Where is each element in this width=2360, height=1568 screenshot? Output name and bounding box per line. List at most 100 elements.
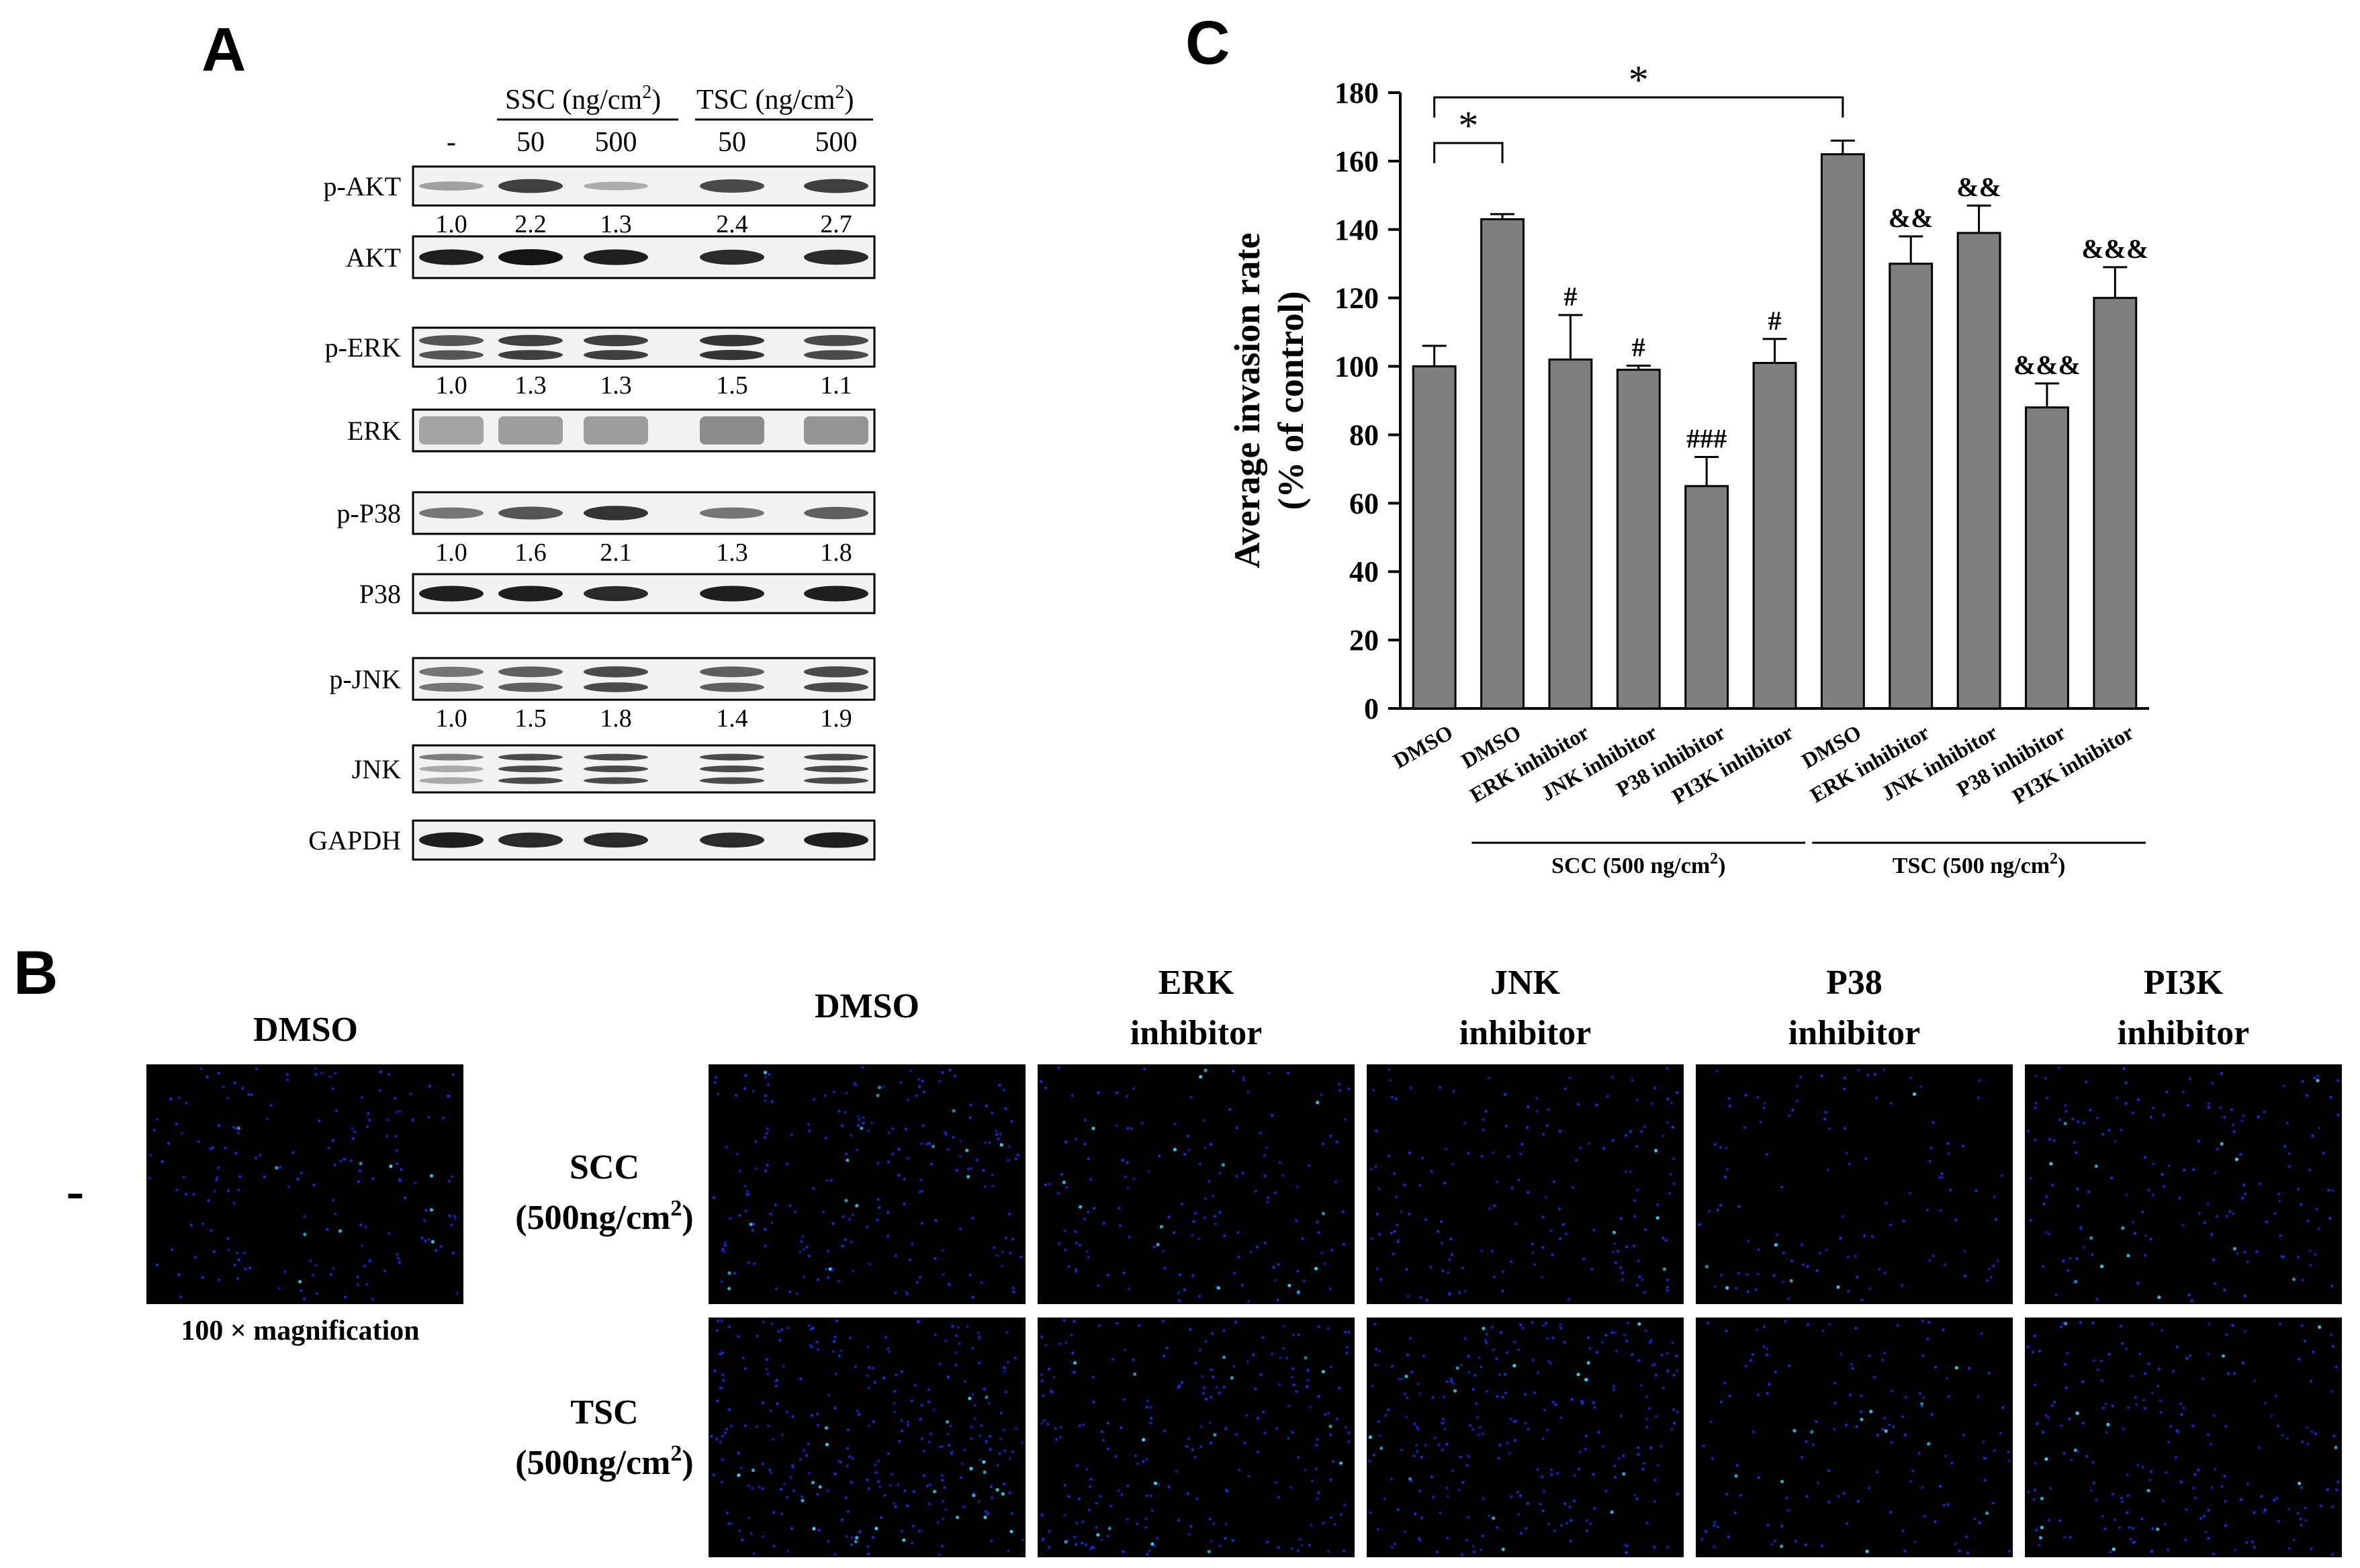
nucleus: [1994, 1217, 1997, 1221]
nucleus: [1064, 1341, 1068, 1344]
nucleus: [940, 1445, 944, 1448]
nucleus: [765, 1367, 768, 1371]
nucleus: [995, 1254, 999, 1258]
nucleus: [1149, 1422, 1152, 1425]
nucleus: [2296, 1512, 2300, 1515]
nucleus: [1713, 1545, 1716, 1549]
nucleus: [1142, 1460, 1145, 1463]
nucleus: [906, 1098, 910, 1101]
nucleus: [453, 1217, 457, 1221]
nucleus: [809, 1343, 812, 1347]
nucleus: [1864, 1157, 1868, 1160]
nucleus: [1418, 1184, 1422, 1187]
nucleus: [1503, 1373, 1507, 1376]
nucleus: [1099, 1495, 1102, 1498]
nucleus: [873, 1381, 876, 1384]
nucleus: [925, 1142, 929, 1146]
nucleus: [2316, 1078, 2320, 1082]
nucleus: [2144, 1234, 2148, 1238]
nucleus: [1003, 1483, 1006, 1486]
blot-band: [804, 666, 868, 678]
nucleus: [1130, 1127, 1134, 1131]
nucleus: [2149, 1115, 2153, 1119]
nucleus: [2232, 1247, 2237, 1251]
nucleus: [429, 1208, 434, 1212]
nucleus: [1002, 1428, 1006, 1432]
nucleus: [1498, 1443, 1502, 1447]
nucleus: [2202, 1514, 2206, 1518]
nucleus: [2135, 1403, 2138, 1406]
nucleus: [2277, 1192, 2281, 1196]
nucleus: [1872, 1375, 1876, 1379]
nucleus: [1589, 1522, 1592, 1526]
nucleus: [1570, 1397, 1574, 1401]
nucleus: [237, 1188, 240, 1192]
nucleus: [772, 1544, 776, 1548]
nucleus: [1485, 1389, 1489, 1393]
nucleus: [1655, 1216, 1660, 1220]
nucleus: [1806, 1264, 1809, 1269]
nucleus: [786, 1495, 789, 1499]
nucleus: [329, 1273, 333, 1277]
nucleus: [1713, 1524, 1716, 1527]
nucleus: [1338, 1089, 1342, 1093]
nucleus: [944, 1133, 948, 1137]
group-label: TSC (500 ng/cm2): [1893, 850, 2066, 878]
nucleus: [1057, 1066, 1060, 1070]
blot-band: [584, 416, 648, 445]
nucleus: [1550, 1473, 1553, 1477]
nucleus: [946, 1148, 950, 1152]
nucleus: [1453, 1389, 1457, 1393]
nucleus: [782, 1365, 786, 1368]
nucleus: [180, 1132, 184, 1136]
nucleus: [224, 1146, 227, 1150]
nucleus: [1800, 1456, 1804, 1459]
micrograph-tsc: [1038, 1318, 1355, 1557]
nucleus: [1985, 1511, 1989, 1515]
blot-band: [584, 753, 648, 761]
nucleus: [1984, 1457, 1987, 1460]
nucleus: [2031, 1350, 2035, 1354]
nucleus: [1404, 1415, 1408, 1419]
nucleus: [2007, 1450, 2010, 1454]
nucleus: [368, 1118, 371, 1122]
blot-band: [584, 766, 648, 772]
nucleus: [2001, 1406, 2005, 1410]
nucleus: [2303, 1339, 2306, 1343]
nucleus: [1123, 1348, 1127, 1352]
nucleus: [1449, 1238, 1453, 1241]
nucleus: [950, 1450, 954, 1455]
nucleus: [977, 1500, 981, 1503]
nucleus: [226, 1189, 230, 1193]
nucleus: [958, 1155, 962, 1158]
nucleus: [1416, 1426, 1419, 1429]
nucleus: [1040, 1421, 1044, 1425]
nucleus: [1513, 1340, 1516, 1344]
nucleus: [1345, 1346, 1349, 1349]
nucleus: [882, 1085, 885, 1089]
nucleus: [1132, 1358, 1135, 1362]
nucleus: [1117, 1206, 1121, 1210]
nucleus: [2308, 1168, 2312, 1172]
nucleus: [2107, 1128, 2111, 1132]
nucleus: [2094, 1164, 2098, 1168]
nucleus: [1531, 1251, 1535, 1255]
nucleus: [887, 1452, 890, 1455]
nucleus: [1115, 1124, 1118, 1127]
nucleus: [934, 1256, 937, 1260]
nucleus: [1144, 1517, 1148, 1520]
nucleus: [1291, 1375, 1294, 1379]
nucleus: [427, 1115, 430, 1119]
nucleus: [1549, 1362, 1552, 1365]
nucleus: [2066, 1352, 2069, 1355]
nucleus: [1805, 1440, 1808, 1443]
blot-band: [498, 682, 563, 692]
nucleus: [2087, 1190, 2091, 1194]
nucleus: [905, 1291, 908, 1294]
nucleus: [1480, 1154, 1484, 1158]
nucleus: [856, 1148, 859, 1152]
nucleus: [1465, 1538, 1469, 1542]
nucleus: [1320, 1251, 1324, 1255]
nucleus: [1071, 1351, 1075, 1355]
blot-band: [498, 334, 563, 347]
